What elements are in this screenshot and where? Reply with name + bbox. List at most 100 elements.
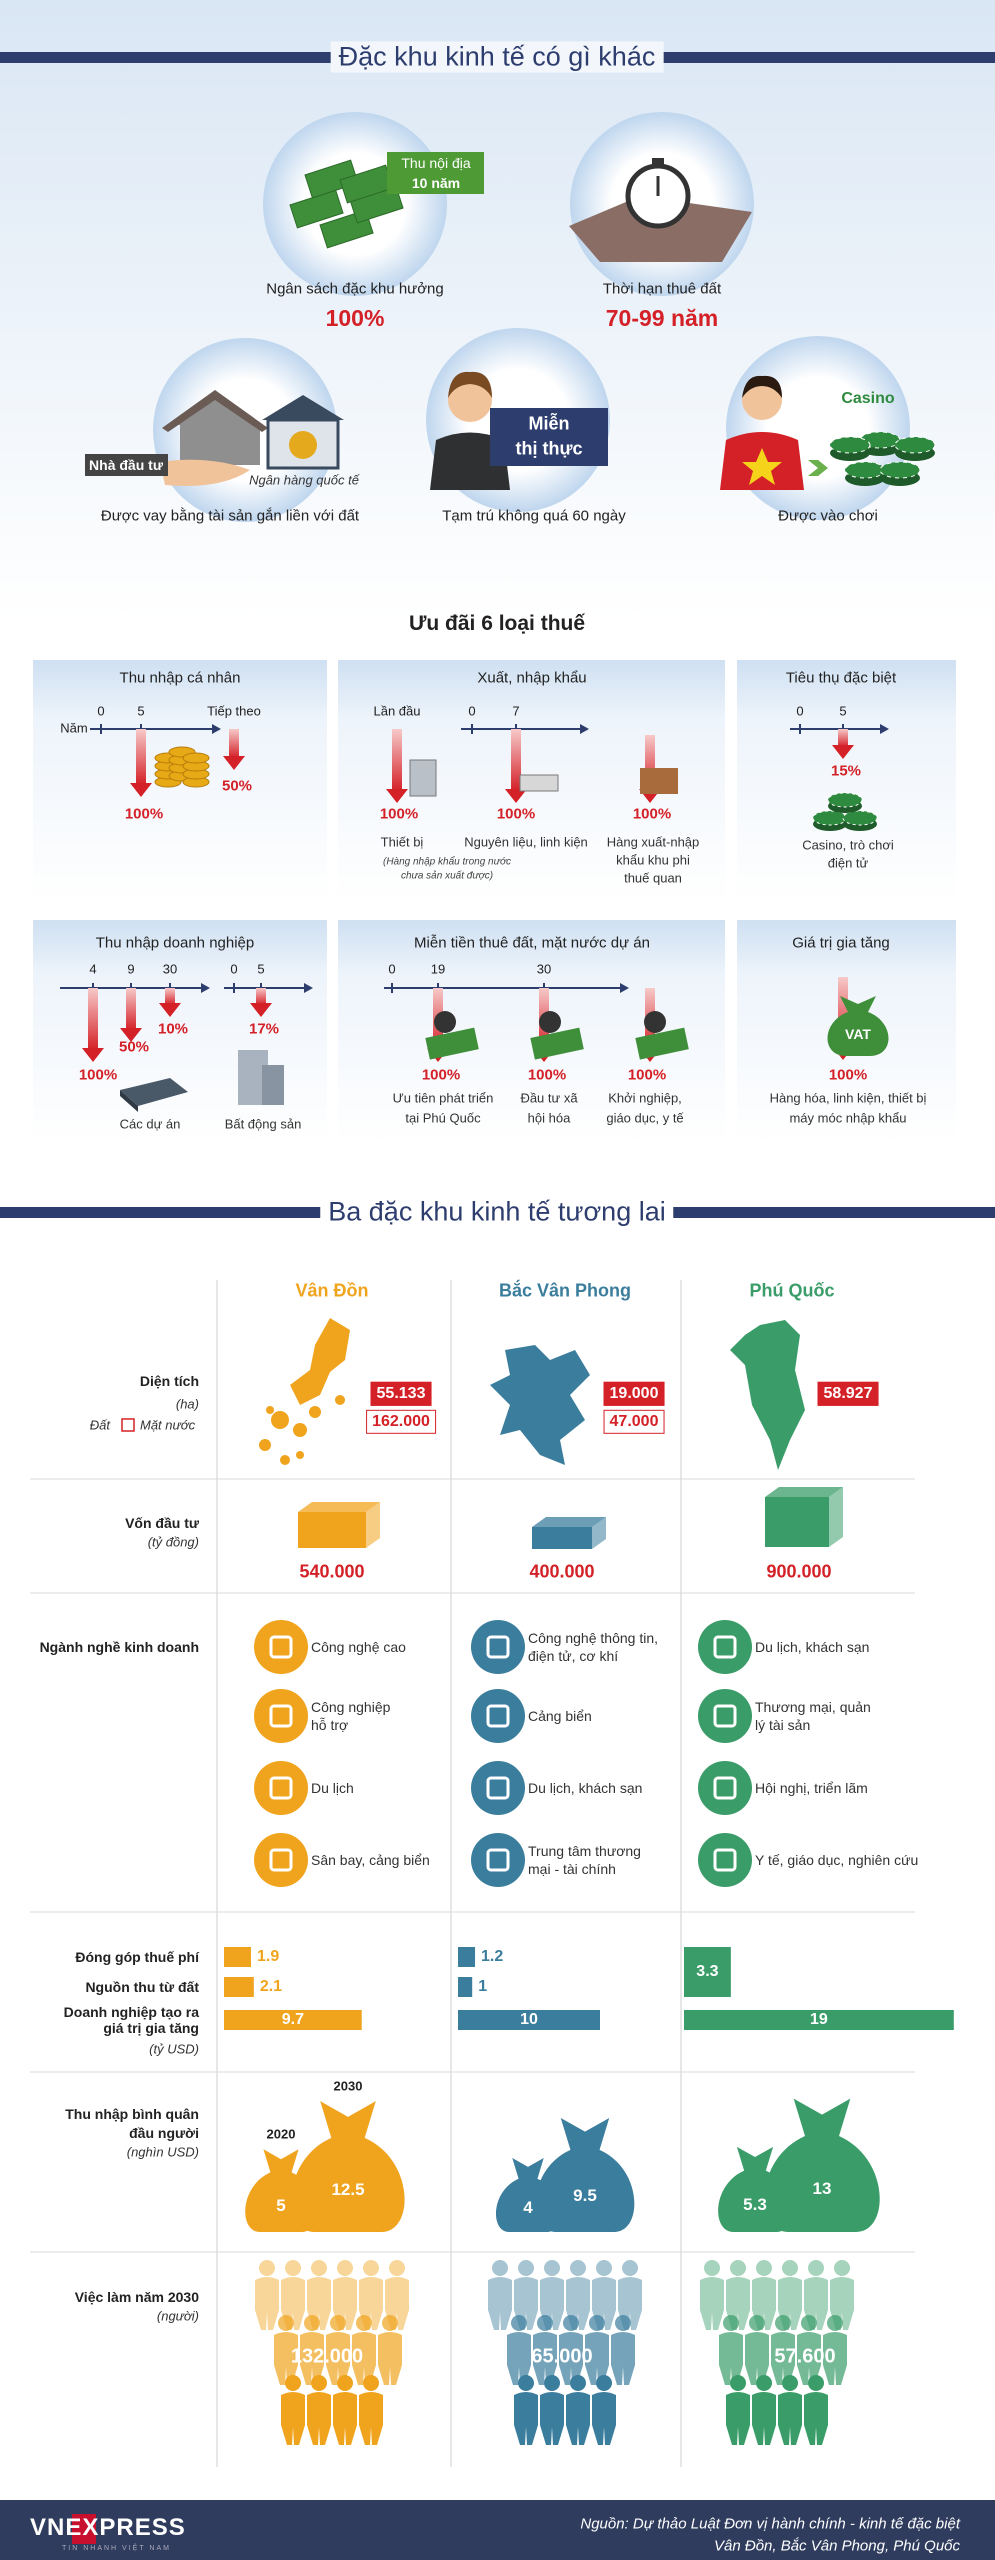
- machine: [409, 759, 437, 797]
- industry-glyph: [713, 1776, 737, 1800]
- industry-icon: [698, 1833, 752, 1887]
- person-head: [775, 2315, 791, 2331]
- person-head: [782, 2375, 798, 2391]
- text-label: khẩu khu phi: [616, 852, 690, 868]
- person-head: [827, 2315, 843, 2331]
- text-label: 50%: [118, 1038, 150, 1056]
- text-label: Miễn tiền thuê đất, mặt nước dự án: [414, 934, 650, 952]
- map: [290, 1318, 350, 1405]
- person-head: [596, 2260, 612, 2276]
- text-label: 47.000: [603, 1409, 665, 1435]
- vat-bag: [827, 996, 889, 1056]
- red-arrow: [136, 729, 146, 785]
- section-title: Ba đặc khu kinh tế tương lai: [320, 1196, 674, 1228]
- header-rule: [648, 52, 995, 63]
- text-label: giá trị gia tăng: [103, 2019, 199, 2036]
- chip-icon: [519, 774, 559, 792]
- person-body: [778, 2392, 802, 2445]
- text-label: hội hóa: [527, 1110, 571, 1126]
- map: [730, 1320, 805, 1470]
- text-label: Thiết bị: [380, 834, 424, 850]
- person-body: [300, 2332, 324, 2385]
- text-label: Tạm trú không quá 60 ngày: [442, 507, 626, 525]
- timeline-arrow: [201, 983, 210, 993]
- text-label: Miễn: [528, 413, 570, 434]
- text-label: Casino, trò chơi: [802, 837, 894, 853]
- text-label: Công nghệ thông tin,: [528, 1629, 658, 1646]
- text-label: 0: [97, 703, 105, 719]
- tax-box: [338, 920, 725, 1144]
- chip: [812, 810, 848, 826]
- industry-icon: [254, 1689, 308, 1743]
- section-title: Ưu đãi 6 loại thuế: [408, 611, 586, 635]
- person-body: [585, 2332, 609, 2385]
- text-label: Được vào chơi: [778, 507, 878, 525]
- text-label: 1.2: [481, 1947, 504, 1965]
- person-body: [255, 2277, 279, 2330]
- text-label: Ngân sách đặc khu hưởng: [266, 280, 444, 298]
- text-label: (Hàng nhập khẩu trong nước: [382, 856, 512, 868]
- red-arrow: [88, 988, 98, 1050]
- red-arrow: [165, 988, 175, 1005]
- header-rule: [0, 52, 345, 63]
- map: [490, 1345, 590, 1465]
- background: [0, 0, 995, 620]
- bar: [458, 1977, 473, 1997]
- hair: [448, 371, 492, 398]
- industry-icon: [471, 1620, 525, 1674]
- person-head: [518, 2375, 534, 2391]
- person-head: [749, 2315, 765, 2331]
- person-head: [382, 2315, 398, 2331]
- person-body: [378, 2332, 402, 2385]
- cash-front: [765, 1497, 829, 1547]
- text-label: 9.7: [281, 2010, 304, 2028]
- person-head: [518, 2260, 534, 2276]
- red-arrow: [256, 988, 266, 1005]
- person-head: [808, 2375, 824, 2391]
- bar: [224, 2010, 362, 2030]
- text-label: (ha): [175, 1396, 199, 1412]
- text-label: Bắc Vân Phong: [498, 1280, 632, 1301]
- text-label: Hàng hóa, linh kiện, thiết bị: [769, 1090, 927, 1106]
- industry-glyph: [713, 1704, 737, 1728]
- red-arrow-head: [130, 783, 152, 797]
- text-label: chưa sản xuất được): [400, 870, 494, 882]
- money-bag: [764, 2098, 880, 2232]
- red-arrow: [511, 729, 521, 791]
- text-label: lý tài sản: [755, 1716, 811, 1733]
- text-label: Phú Quốc: [749, 1280, 835, 1301]
- person-head: [285, 2375, 301, 2391]
- text-label: VAT: [845, 1025, 871, 1042]
- text-label: 30: [162, 961, 178, 977]
- map-island: [335, 1395, 345, 1405]
- person-head: [596, 2375, 612, 2391]
- person-body: [752, 2392, 776, 2445]
- icon-disc: [539, 1011, 561, 1033]
- chip: [827, 792, 863, 808]
- arrow-chevrons: [808, 460, 828, 476]
- text-label: 100%: [527, 1066, 567, 1084]
- map-island: [296, 1451, 304, 1459]
- text-label: Khởi nghiệp,: [608, 1090, 682, 1106]
- industry-icon: [254, 1761, 308, 1815]
- person-body: [559, 2332, 583, 2385]
- industry-icon: [254, 1620, 308, 1674]
- bar: [458, 1947, 476, 1967]
- red-arrow: [126, 988, 136, 1030]
- bar: [684, 1947, 731, 1997]
- industry-icon: [698, 1689, 752, 1743]
- person-head: [756, 2375, 772, 2391]
- timeline-arrow: [580, 724, 589, 734]
- money-block: [635, 1027, 689, 1060]
- text-label: 1: [478, 1977, 488, 1995]
- person-head: [730, 2260, 746, 2276]
- red-arrow: [838, 977, 848, 1048]
- head: [742, 380, 782, 420]
- person-body: [719, 2332, 743, 2385]
- text-label: đầu người: [129, 2124, 199, 2141]
- text-label: 19.000: [603, 1381, 665, 1407]
- coin: [289, 431, 317, 459]
- map-island: [309, 1406, 321, 1418]
- timeline-arrow: [212, 724, 221, 734]
